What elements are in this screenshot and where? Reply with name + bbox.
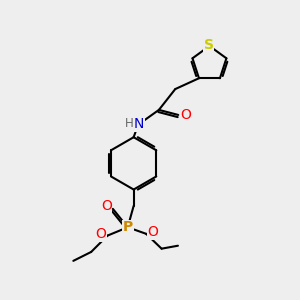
Text: O: O: [180, 108, 191, 122]
Text: N: N: [134, 117, 144, 131]
Text: O: O: [101, 200, 112, 214]
Text: O: O: [95, 227, 106, 241]
Text: H: H: [125, 117, 134, 130]
Text: P: P: [123, 220, 133, 234]
Text: O: O: [147, 225, 158, 239]
Text: S: S: [204, 38, 214, 52]
